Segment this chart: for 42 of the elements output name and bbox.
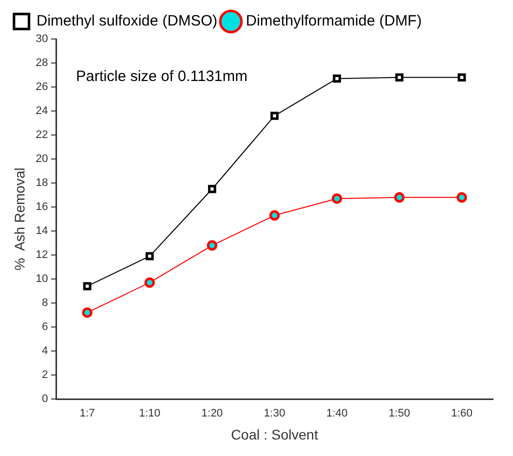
y-tick-label: 28 — [36, 57, 48, 70]
x-tick-label: 1:7 — [80, 408, 95, 420]
x-tick-label: 1:30 — [264, 408, 286, 420]
y-tick-label: 18 — [36, 177, 48, 190]
x-tick-label: 1:50 — [388, 408, 410, 420]
legend-label: Dimethyl sulfoxide (DMSO) — [36, 12, 218, 30]
y-tick-label: 30 — [36, 33, 48, 46]
y-tick-label: 22 — [36, 129, 48, 142]
y-tick-label: 24 — [36, 105, 48, 118]
legend-label: Dimethylformamide (DMF) — [246, 12, 422, 30]
x-tick-label: 1:60 — [451, 408, 472, 420]
point — [395, 73, 404, 82]
point — [332, 74, 342, 83]
y-tick-label: 20 — [36, 153, 48, 166]
point — [208, 184, 216, 194]
y-axis-title: % Ash Removal — [11, 168, 28, 270]
x-tick-label: 1:10 — [138, 408, 160, 420]
x-tick-label: 1:40 — [326, 408, 348, 420]
point — [82, 307, 92, 318]
point — [144, 277, 155, 288]
point — [146, 252, 154, 260]
x-tick-label: 1:20 — [201, 408, 223, 420]
y-tick-label: 14 — [36, 225, 48, 238]
y-tick-label: 10 — [36, 273, 48, 286]
point — [332, 193, 342, 204]
y-tick-label: 0 — [42, 393, 48, 406]
point — [206, 240, 218, 251]
point — [394, 192, 405, 203]
y-tick-label: 2 — [42, 369, 48, 382]
point — [456, 192, 468, 203]
point — [458, 73, 466, 82]
y-tick-label: 26 — [36, 81, 48, 94]
y-tick-label: 4 — [42, 345, 48, 358]
annotation: Particle size of 0.1131mm — [76, 68, 248, 86]
point — [269, 210, 280, 221]
y-tick-label: 8 — [42, 297, 48, 310]
point — [270, 112, 279, 120]
y-tick-label: 6 — [42, 321, 48, 334]
y-tick-label: 12 — [36, 249, 48, 262]
y-tick-label: 16 — [36, 201, 48, 214]
point — [83, 282, 92, 290]
x-axis-title: Coal : Solvent — [230, 426, 318, 442]
